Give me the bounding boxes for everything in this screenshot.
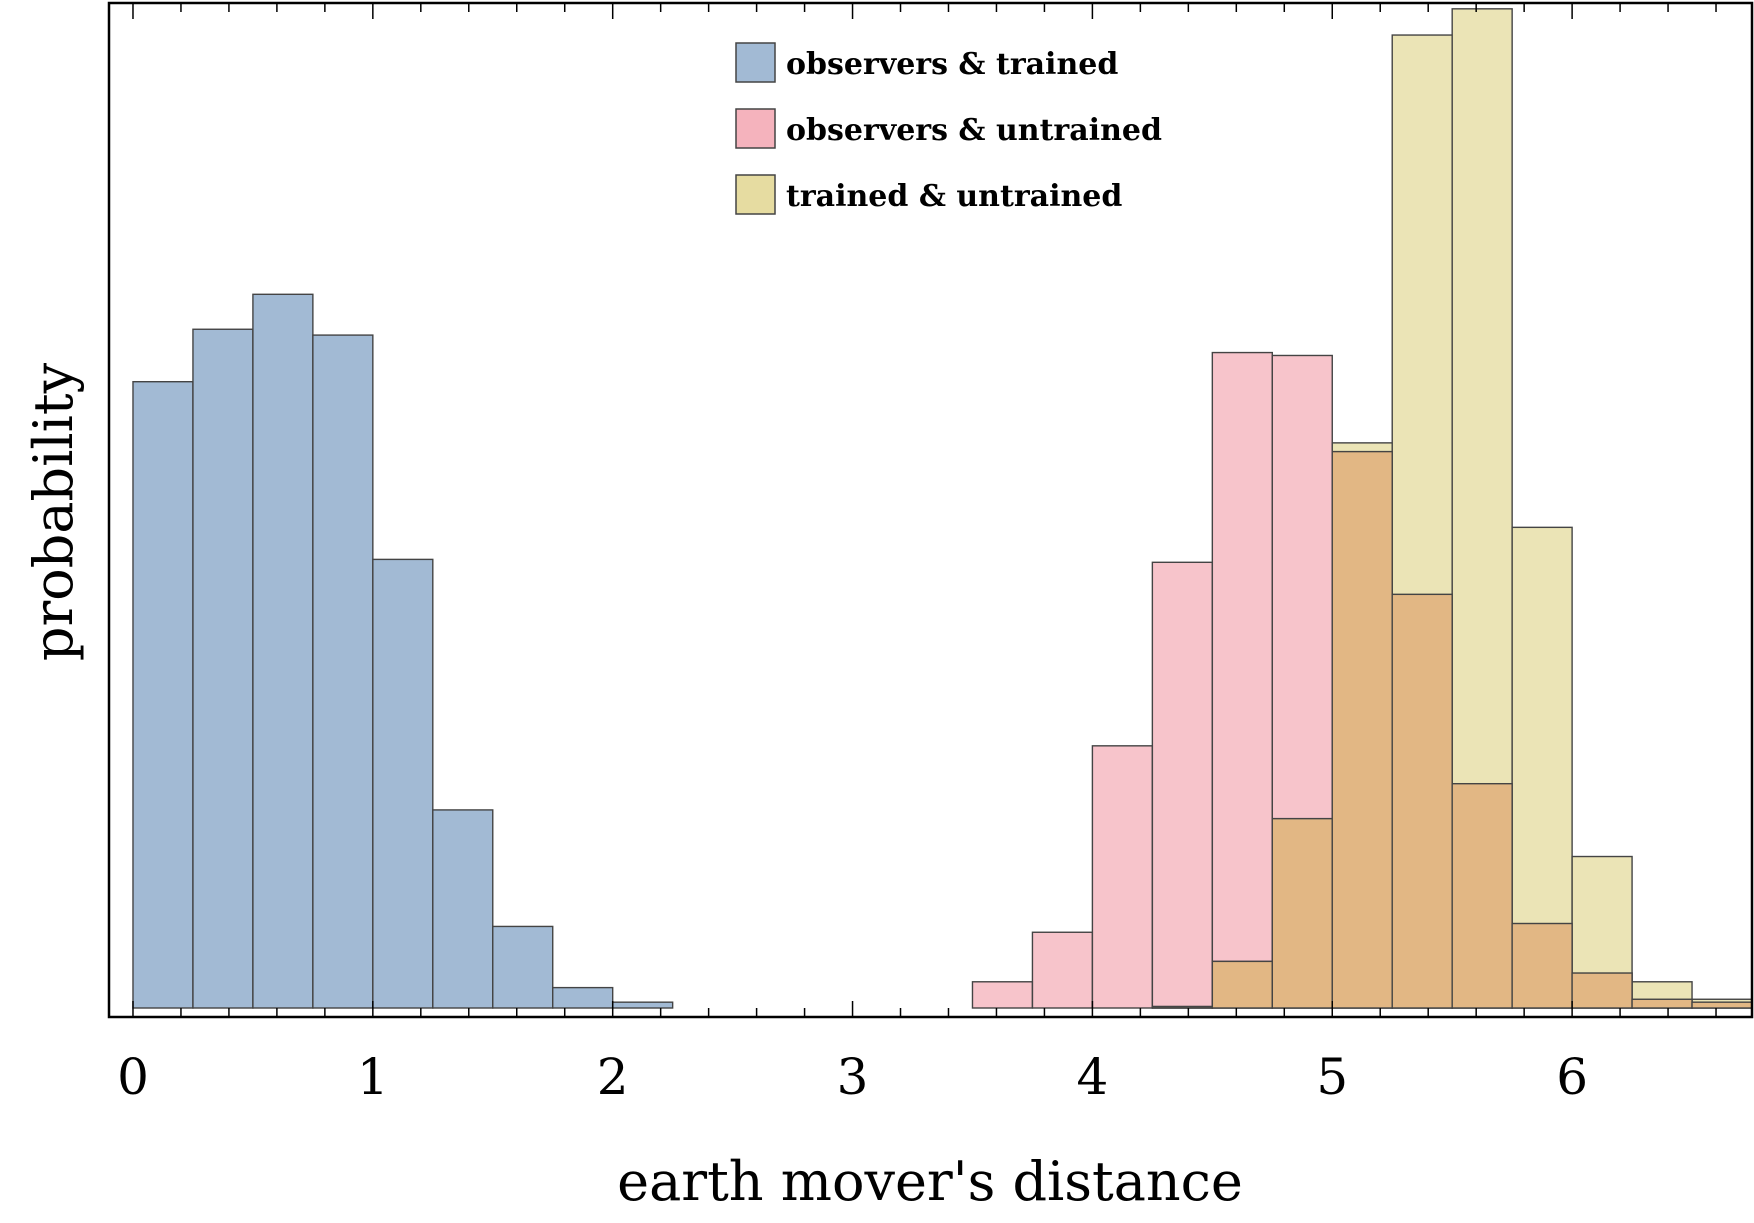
bar-observers-and-trained-3 bbox=[312, 334, 374, 1009]
legend-swatch-observers-and-untrained bbox=[735, 108, 776, 149]
plot-frame bbox=[107, 1, 1754, 1019]
x-tick-label: 1 bbox=[357, 1048, 389, 1106]
x-tick-label: 0 bbox=[117, 1048, 149, 1106]
bar-overlap-3 bbox=[1331, 450, 1393, 1009]
bar-observers-and-trained-5 bbox=[432, 809, 494, 1009]
x-axis-tick-labels: 0 1 2 3 4 5 6 bbox=[117, 1048, 1588, 1106]
y-axis-label: probability bbox=[22, 362, 85, 661]
x-axis-ticks bbox=[132, 3, 1717, 1017]
bar-observers-and-untrained-2 bbox=[1091, 745, 1154, 1009]
bar-overlap-0 bbox=[1151, 1005, 1214, 1009]
bar-overlap-6 bbox=[1511, 922, 1573, 1009]
bar-observers-and-untrained-3 bbox=[1151, 561, 1214, 1009]
x-tick-label: 5 bbox=[1316, 1048, 1348, 1106]
bar-overlap-9 bbox=[1691, 1001, 1753, 1009]
bar-observers-and-untrained-1 bbox=[1031, 931, 1094, 1009]
x-tick-label: 3 bbox=[837, 1048, 869, 1106]
x-tick-label: 4 bbox=[1076, 1048, 1108, 1106]
bar-observers-and-trained-6 bbox=[492, 925, 554, 1009]
legend-label-trained-and-untrained: trained & untrained bbox=[786, 179, 1122, 214]
bar-overlap-1 bbox=[1211, 960, 1273, 1009]
bar-observers-and-trained-0 bbox=[132, 380, 194, 1009]
x-tick-label: 2 bbox=[597, 1048, 629, 1106]
x-axis-label: earth mover's distance bbox=[617, 1150, 1243, 1213]
bar-observers-and-trained-8 bbox=[611, 1001, 674, 1009]
legend: observers & trained observers & untrained… bbox=[735, 42, 1162, 215]
bar-overlap-4 bbox=[1391, 593, 1453, 1009]
bars-layer bbox=[132, 8, 1753, 1009]
bar-observers-and-trained-7 bbox=[552, 986, 614, 1009]
legend-swatch-trained-and-untrained bbox=[735, 174, 776, 215]
bar-overlap-8 bbox=[1631, 998, 1693, 1009]
bar-observers-and-untrained-4 bbox=[1211, 351, 1273, 1009]
bar-observers-and-trained-4 bbox=[372, 558, 434, 1009]
x-tick-label: 6 bbox=[1556, 1048, 1588, 1106]
legend-label-observers-and-untrained: observers & untrained bbox=[786, 113, 1162, 148]
bar-observers-and-untrained-0 bbox=[971, 981, 1034, 1009]
bar-observers-and-trained-2 bbox=[252, 293, 314, 1009]
legend-swatch-observers-and-trained bbox=[735, 42, 776, 83]
bar-overlap-7 bbox=[1571, 972, 1633, 1009]
series-observers-and-trained bbox=[132, 293, 674, 1009]
bar-overlap-5 bbox=[1451, 782, 1513, 1009]
legend-label-observers-and-trained: observers & trained bbox=[786, 47, 1118, 82]
overlap-layer bbox=[1151, 450, 1753, 1009]
bar-overlap-2 bbox=[1271, 817, 1333, 1009]
bar-observers-and-trained-1 bbox=[192, 328, 254, 1009]
